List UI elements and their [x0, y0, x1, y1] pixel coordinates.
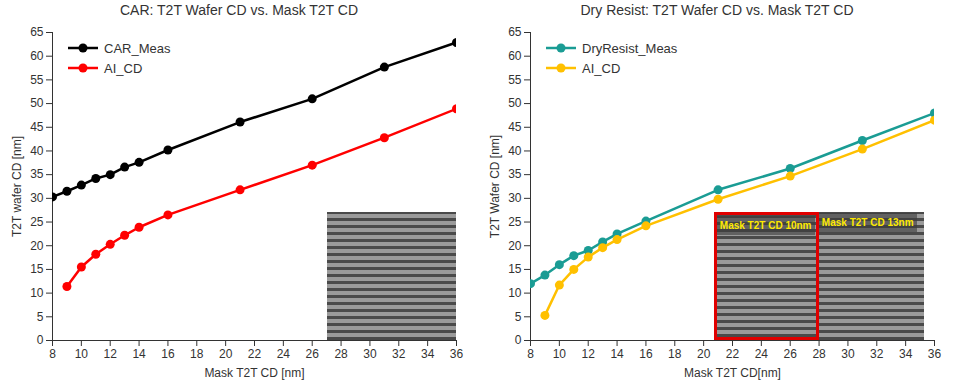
svg-text:30: 30	[841, 347, 855, 361]
svg-text:20: 20	[697, 347, 711, 361]
svg-text:25: 25	[30, 215, 44, 229]
svg-text:30: 30	[30, 191, 44, 205]
svg-text:15: 15	[30, 262, 44, 276]
svg-text:20: 20	[30, 239, 44, 253]
svg-text:10: 10	[30, 286, 44, 300]
svg-text:28: 28	[812, 347, 826, 361]
svg-text:8: 8	[527, 347, 534, 361]
svg-text:22: 22	[726, 347, 740, 361]
svg-text:34: 34	[899, 347, 913, 361]
svg-text:5: 5	[515, 310, 522, 324]
svg-text:60: 60	[30, 49, 44, 63]
svg-text:0: 0	[515, 333, 522, 347]
svg-text:22: 22	[248, 347, 262, 361]
svg-text:32: 32	[870, 347, 884, 361]
svg-text:0: 0	[37, 333, 44, 347]
html-text:Dry Resist: T2T Wafer CD vs. M: Dry Resist: T2T Wafer CD vs. Mask T2T CD	[580, 2, 854, 18]
svg-text:25: 25	[508, 215, 522, 229]
svg-text:30: 30	[363, 347, 377, 361]
svg-text:14: 14	[610, 347, 624, 361]
svg-text:65: 65	[508, 25, 522, 39]
html-text:CAR: T2T Wafer CD vs. Mask T2T: CAR: T2T Wafer CD vs. Mask T2T CD	[120, 2, 358, 18]
svg-text:28: 28	[334, 347, 348, 361]
svg-text:10: 10	[508, 286, 522, 300]
svg-text:35: 35	[508, 167, 522, 181]
svg-text:50: 50	[508, 96, 522, 110]
svg-text:10: 10	[553, 347, 567, 361]
svg-text:45: 45	[30, 120, 44, 134]
svg-text:16: 16	[639, 347, 653, 361]
svg-text:T2T Wafer CD [nm]: T2T Wafer CD [nm]	[488, 135, 502, 238]
svg-text:Mask T2T CD[nm]: Mask T2T CD[nm]	[684, 366, 781, 380]
svg-text:40: 40	[30, 144, 44, 158]
html-text:Mask T2T CD 10nm: Mask T2T CD 10nm	[719, 220, 812, 232]
html-text:DryResist_Meas: DryResist_Meas	[582, 40, 678, 56]
html-text:AI_CD: AI_CD	[104, 60, 143, 76]
svg-text:10: 10	[75, 347, 89, 361]
html-text:CAR_Meas: CAR_Meas	[104, 40, 171, 56]
svg-text:20: 20	[219, 347, 233, 361]
svg-text:5: 5	[37, 310, 44, 324]
svg-text:12: 12	[582, 347, 596, 361]
svg-text:50: 50	[30, 96, 44, 110]
html-text:AI_CD: AI_CD	[582, 60, 621, 76]
svg-text:24: 24	[277, 347, 291, 361]
svg-text:32: 32	[392, 347, 406, 361]
svg-text:45: 45	[508, 120, 522, 134]
svg-text:65: 65	[30, 25, 44, 39]
svg-text:34: 34	[421, 347, 435, 361]
svg-text:24: 24	[755, 347, 769, 361]
svg-text:16: 16	[161, 347, 175, 361]
html-text:Mask T2T CD 13nm: Mask T2T CD 13nm	[821, 217, 914, 229]
svg-text:26: 26	[306, 347, 320, 361]
svg-text:18: 18	[668, 347, 682, 361]
svg-text:20: 20	[508, 239, 522, 253]
svg-text:14: 14	[132, 347, 146, 361]
svg-text:36: 36	[928, 347, 942, 361]
svg-text:Mask T2T CD [nm]: Mask T2T CD [nm]	[204, 366, 304, 380]
svg-text:26: 26	[784, 347, 798, 361]
svg-text:55: 55	[30, 73, 44, 87]
svg-text:T2T wafer CD [nm]: T2T wafer CD [nm]	[10, 136, 24, 237]
svg-text:12: 12	[104, 347, 118, 361]
svg-text:36: 36	[450, 347, 464, 361]
svg-text:55: 55	[508, 73, 522, 87]
svg-text:30: 30	[508, 191, 522, 205]
svg-text:35: 35	[30, 167, 44, 181]
svg-text:15: 15	[508, 262, 522, 276]
svg-text:8: 8	[49, 347, 56, 361]
svg-text:60: 60	[508, 49, 522, 63]
svg-text:40: 40	[508, 144, 522, 158]
svg-text:18: 18	[190, 347, 204, 361]
